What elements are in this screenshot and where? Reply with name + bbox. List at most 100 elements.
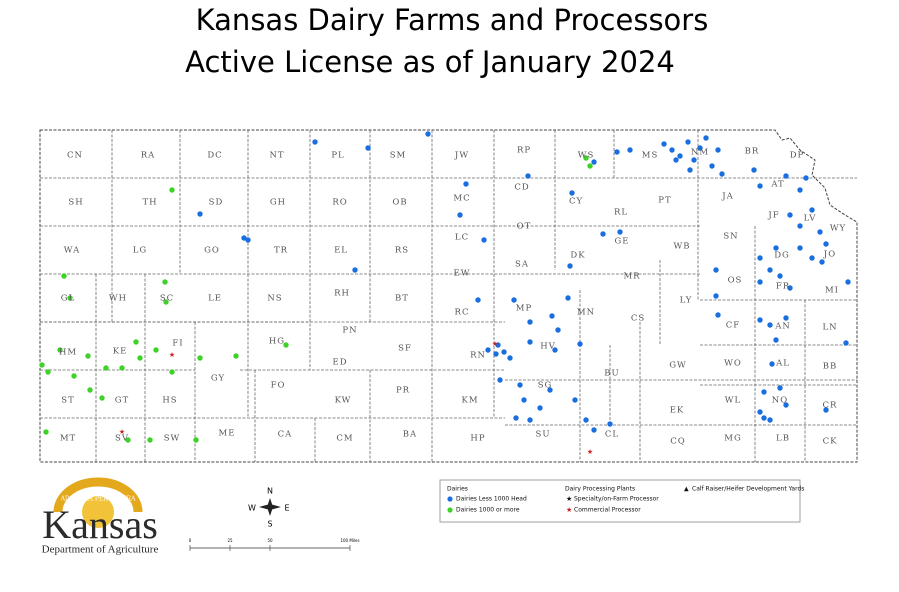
county-label: OB (392, 198, 407, 208)
county-label: DG (774, 251, 790, 261)
county-label: CR (823, 401, 838, 411)
dairy-small-dot (843, 340, 849, 346)
county-label: SD (209, 198, 224, 208)
dairy-small-dot (761, 389, 767, 395)
county-label: WO (724, 359, 742, 369)
county-label: PT (658, 196, 671, 206)
dairy-small-dot (555, 327, 561, 333)
county-label: MP (516, 304, 532, 314)
county-label: WH (109, 294, 127, 304)
dairy-small-dot (617, 229, 623, 235)
county-label: CQ (670, 437, 685, 447)
county-label: SU (536, 430, 551, 440)
dairy-small-dot (713, 267, 719, 273)
dairy-small-dot (365, 145, 371, 151)
dairy-small-dot (527, 339, 533, 345)
dairy-small-dot (521, 397, 527, 403)
scale-label: 100 Miles (340, 538, 359, 543)
county-label: HV (540, 342, 556, 352)
dairy-large-dot (99, 395, 105, 401)
dairy-small-dot (493, 351, 499, 357)
dairy-large-dot (125, 437, 131, 443)
dairy-large-dot (169, 187, 175, 193)
dairy-small-dot (511, 297, 517, 303)
county-label: LB (776, 434, 790, 444)
dairy-large-dot (67, 295, 73, 301)
dairy-large-dot (233, 353, 239, 359)
dairy-small-dot (507, 355, 513, 361)
dairy-small-dot (757, 183, 763, 189)
county-label: HP (470, 434, 485, 444)
county-label: BT (395, 294, 409, 304)
county-label: RS (395, 246, 409, 256)
dairy-small-dot (485, 347, 491, 353)
county-label: EL (334, 246, 348, 256)
dairy-small-dot (797, 187, 803, 193)
dairy-large-dot (169, 369, 175, 375)
county-label: CA (278, 430, 293, 440)
legend-item: Dairies 1000 or more (456, 507, 520, 514)
title-line1: Kansas Dairy Farms and Processors (196, 3, 709, 37)
dairy-small-dot (600, 231, 606, 237)
dairy-large-dot (71, 373, 77, 379)
dairy-small-dot (525, 173, 531, 179)
county-label: FO (271, 381, 286, 391)
county-label: RP (517, 146, 531, 156)
county-label: HS (162, 396, 177, 406)
dairy-small-dot (513, 415, 519, 421)
dairy-small-dot (352, 267, 358, 273)
dairy-small-dot (614, 149, 620, 155)
county-label: SG (538, 381, 553, 391)
dairy-small-dot (497, 377, 503, 383)
county-label: AL (775, 359, 790, 369)
dairy-large-dot (57, 347, 63, 353)
county-label: SC (160, 294, 174, 304)
county-label: CL (605, 430, 619, 440)
county-label: WS (578, 151, 595, 161)
county-label: MR (623, 272, 640, 282)
dairy-small-dot (809, 207, 815, 213)
logo-arc (53, 477, 143, 513)
dairy-small-dot (691, 157, 697, 163)
dairy-small-dot (783, 402, 789, 408)
dairy-small-dot (787, 212, 793, 218)
dairy-small-dot (517, 382, 523, 388)
dairy-small-dot (767, 417, 773, 423)
dairy-small-dot (751, 167, 757, 173)
legend-heading: Dairies (447, 486, 468, 493)
dairy-large-dot (163, 299, 169, 305)
county-label: BA (403, 430, 417, 440)
county-label: EK (670, 406, 685, 416)
dairy-small-dot (481, 237, 487, 243)
county-label: ST (61, 396, 75, 406)
title-line2: Active License as of January 2024 (185, 45, 675, 79)
dairy-small-dot (757, 279, 763, 285)
county-label: PL (331, 151, 344, 161)
county-label: DC (207, 151, 222, 161)
legend-swatch: ★ (566, 495, 572, 503)
legend-item: Specialty/on-Farm Processor (574, 496, 659, 503)
dairy-small-dot (677, 153, 683, 159)
dairy-small-dot (577, 341, 583, 347)
dairy-small-dot (703, 135, 709, 141)
county-label: CN (67, 151, 83, 161)
dairy-small-dot (823, 241, 829, 247)
dairy-small-dot (457, 212, 463, 218)
dairy-small-dot (607, 421, 613, 427)
dairy-small-dot (495, 342, 501, 348)
county-labels: CN RA DC NT PL SM JW RP WS MS NM BR DP SH TH SD GH RO OB MC… (59, 146, 845, 447)
county-label: GT (115, 396, 129, 406)
dairy-small-dot (715, 312, 721, 318)
dairy-small-dot (773, 245, 779, 251)
dairy-small-dot (661, 141, 667, 147)
dairy-small-dot (697, 145, 703, 151)
dairy-large-dot (283, 342, 289, 348)
dairy-small-dot (719, 171, 725, 177)
dairy-small-dot (549, 313, 555, 319)
dairy-large-dot (103, 365, 109, 371)
dairy-small-dot (245, 237, 251, 243)
dairy-large-dot (85, 353, 91, 359)
dairy-large-dot (87, 387, 93, 393)
county-label: JF (767, 211, 779, 221)
dairy-large-dot (43, 429, 49, 435)
